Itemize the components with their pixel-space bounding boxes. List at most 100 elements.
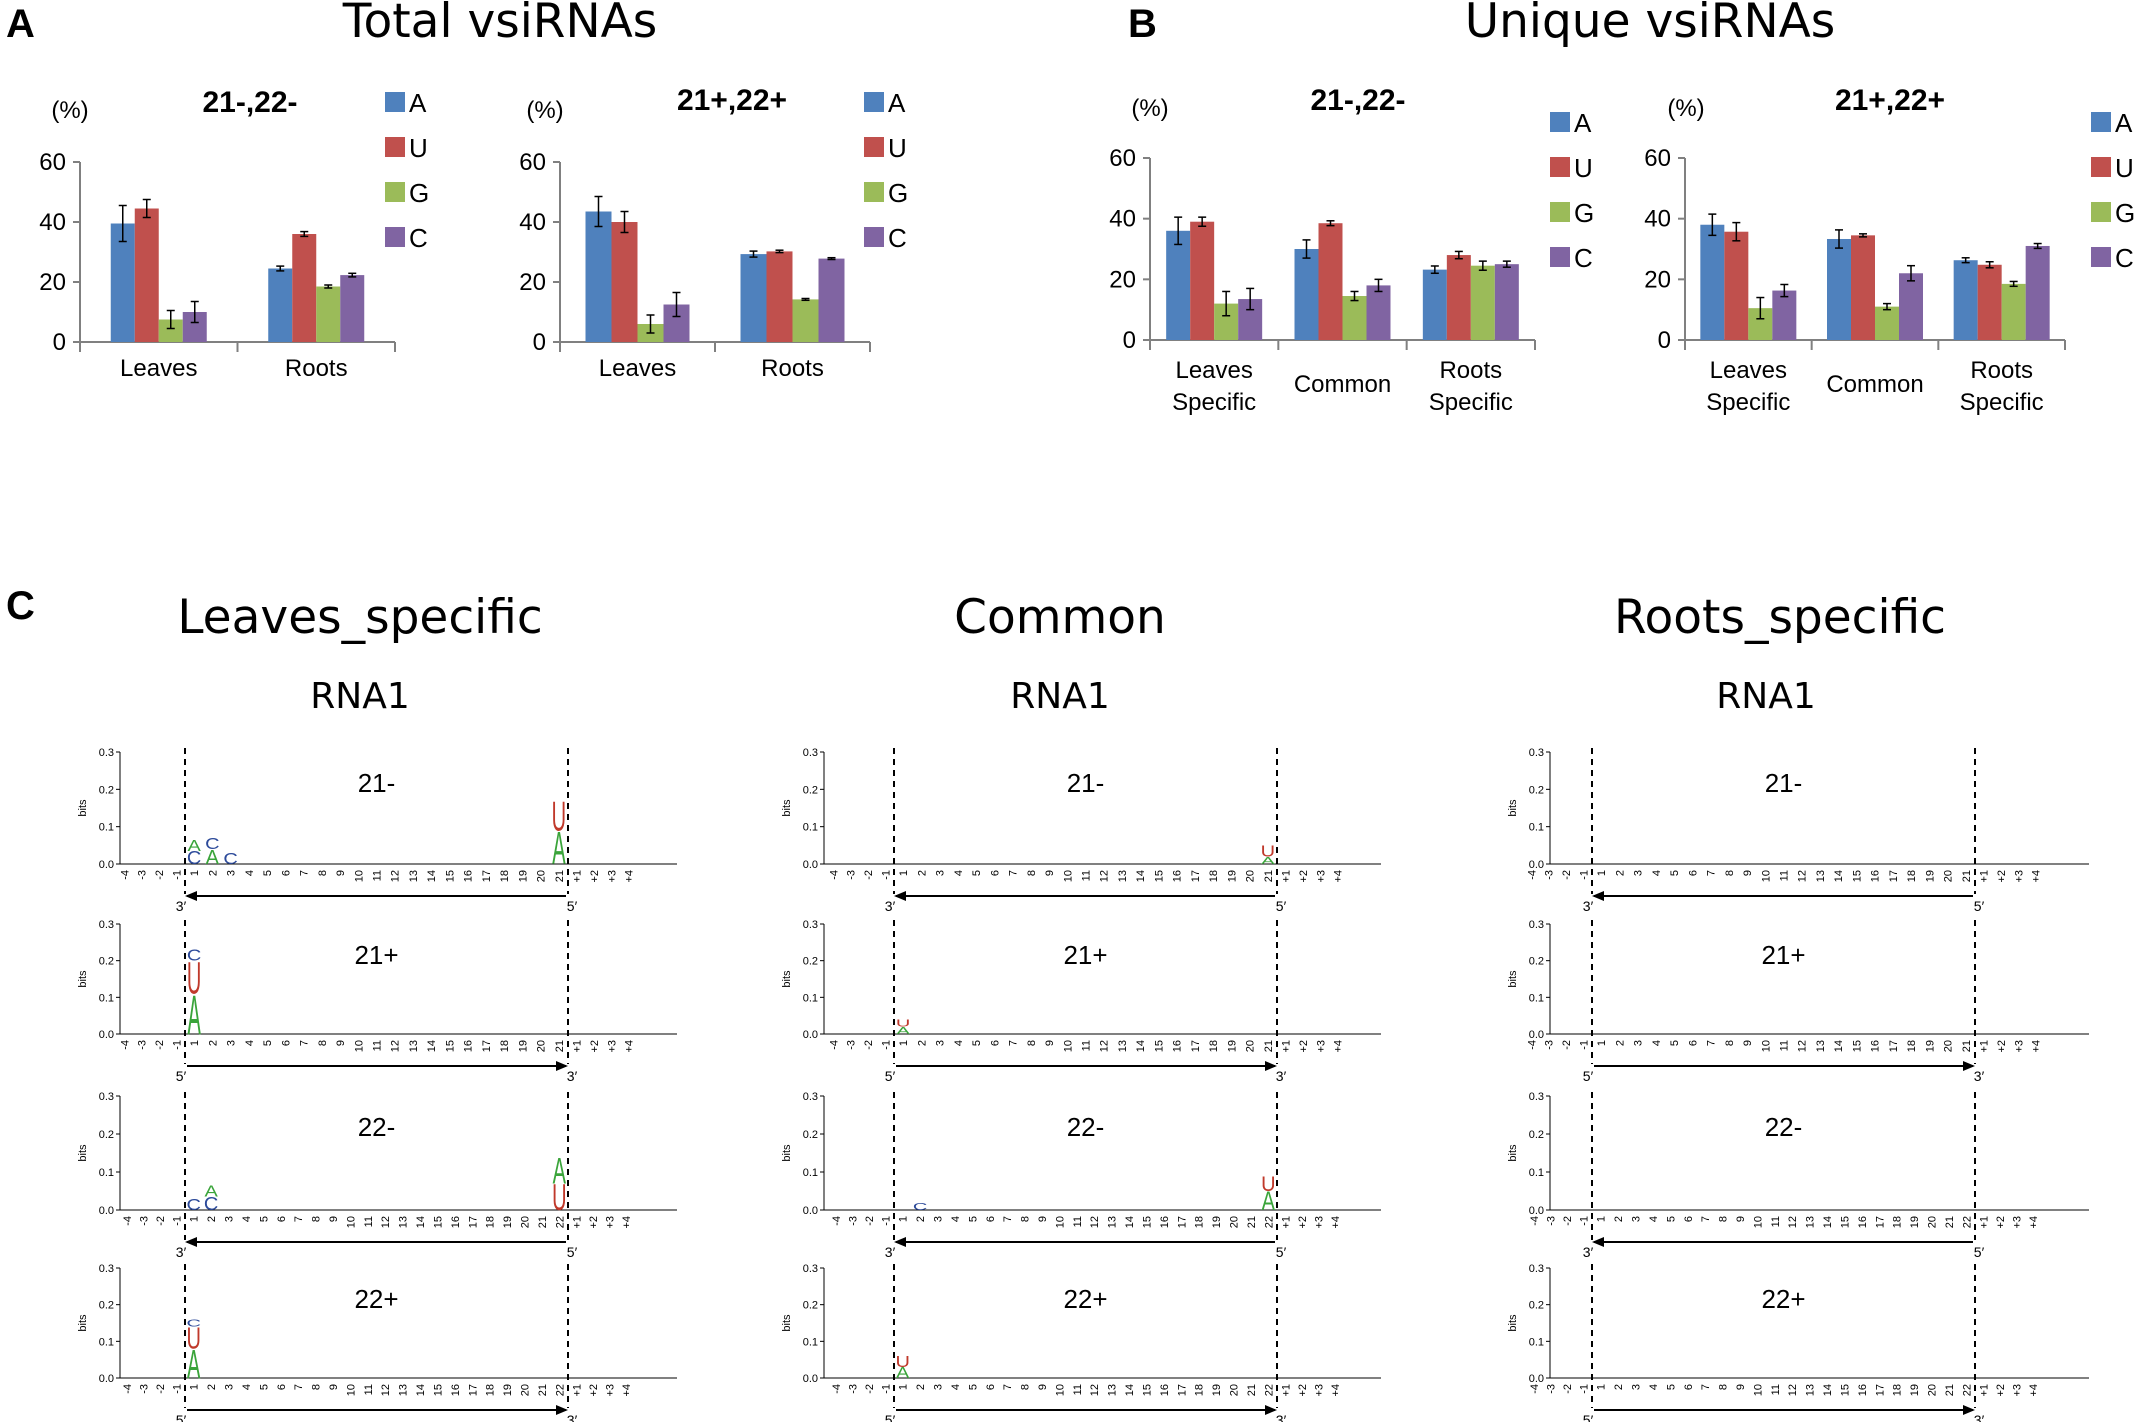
logo-letter-U: U	[1261, 843, 1275, 860]
logo-x-tick-label: 15	[1153, 1040, 1165, 1052]
logo-x-tick-label: 2	[206, 1216, 218, 1222]
logo-x-tick-label: 6	[989, 870, 1001, 876]
logo-y-axis-label: bits	[1507, 1314, 1519, 1332]
logo-x-tick-label: +1	[1280, 1216, 1292, 1229]
x-category-label: Specific	[1172, 389, 1256, 416]
logo-letter-U: U	[186, 1323, 200, 1356]
logo-y-tick-label: 0.0	[803, 1205, 818, 1217]
logo-x-tick-label: 12	[1797, 870, 1809, 882]
logo-letter-C: C	[223, 850, 238, 867]
logo-x-tick-label: +1	[572, 1040, 584, 1053]
logo-x-tick-label: 10	[1760, 870, 1772, 882]
logo-x-tick-label: 22	[554, 1384, 566, 1396]
legend-swatch-U	[1550, 157, 1570, 177]
legend-swatch-C	[385, 227, 405, 247]
logo-x-tick-label: 12	[380, 1384, 392, 1396]
y-tick-label: 20	[519, 269, 546, 296]
logo-x-tick-label: 5	[971, 1040, 983, 1046]
logo-x-tick-label: 17	[1190, 870, 1202, 882]
logo-x-tick-label: 3	[224, 1216, 236, 1222]
x-category-label: Leaves	[1710, 357, 1787, 384]
chart-title: 21+,22+	[1835, 84, 1945, 117]
logo-x-tick-label: +3	[1315, 870, 1327, 883]
logo-x-tick-label: +2	[588, 1384, 600, 1397]
bar-U	[1724, 231, 1749, 340]
logo-x-tick-label: 7	[1002, 1216, 1014, 1222]
logo-x-tick-label: 14	[1822, 1216, 1834, 1228]
logo-x-tick-label: -1	[881, 1216, 893, 1226]
logo-x-tick-label: 16	[1870, 1040, 1882, 1052]
logo-x-tick-label: 22	[1961, 1384, 1973, 1396]
logo-row-label: 22-	[1067, 1112, 1105, 1142]
logo-x-tick-label: 1	[898, 1384, 910, 1390]
logo-x-tick-label: 12	[390, 1040, 402, 1052]
logo-y-tick-label: 0.3	[803, 1263, 818, 1275]
legend-swatch-C	[864, 227, 884, 247]
logo-x-tick-label: 18	[1906, 870, 1918, 882]
logo-x-tick-label: -4	[1526, 1040, 1538, 1050]
bar-A	[1700, 224, 1725, 340]
logo-x-tick-label: 6	[276, 1216, 288, 1222]
legend-swatch-C	[1550, 247, 1570, 267]
logo-x-tick-label: -2	[155, 1384, 167, 1394]
legend-label-A: A	[888, 88, 906, 118]
logo-row-label: 22+	[354, 1284, 398, 1314]
legend-swatch-U	[385, 137, 405, 157]
logo-x-tick-label: 10	[1062, 870, 1074, 882]
panel-b-title: Unique vsiRNAs	[1464, 0, 1836, 49]
logo-x-tick-label: +3	[606, 1040, 618, 1053]
logo-x-tick-label: 7	[1706, 870, 1718, 876]
legend-swatch-U	[864, 137, 884, 157]
logo-x-tick-label: 14	[1833, 1040, 1845, 1052]
logo-x-tick-label: +4	[1333, 1040, 1345, 1053]
logo-row-label: 22-	[358, 1112, 396, 1142]
legend-label-G: G	[409, 178, 429, 208]
x-category-label: Leaves	[1175, 357, 1252, 384]
logo-x-tick-label: 16	[1159, 1384, 1171, 1396]
logo-x-tick-label: 8	[317, 1040, 329, 1046]
logo-x-tick-label: 13	[398, 1384, 410, 1396]
logo-x-tick-label: 7	[299, 1040, 311, 1046]
x-category-label: Roots	[285, 355, 348, 382]
bar-C	[340, 275, 365, 342]
logo-x-tick-label: 8	[1020, 1216, 1032, 1222]
logo-x-tick-label: 13	[1117, 870, 1129, 882]
logo-letter-C: C	[187, 947, 202, 964]
x-category-label: Roots	[1439, 357, 1502, 384]
logo-x-tick-label: +1	[1281, 870, 1293, 883]
logo-x-tick-label: 12	[390, 870, 402, 882]
logo-letter-A: A	[206, 847, 220, 869]
logo-x-tick-label: 10	[345, 1384, 357, 1396]
logo-x-tick-label: -2	[1562, 1216, 1574, 1226]
logo-x-tick-label: 9	[328, 1216, 340, 1222]
logo-col-title-leaves: Leaves_specific	[177, 590, 543, 645]
logo-arrow-end-right: 5′	[1276, 898, 1287, 914]
logo-x-tick-label: 15	[432, 1216, 444, 1228]
logo-y-axis-label: bits	[1507, 970, 1519, 988]
y-tick-label: 20	[1644, 266, 1671, 293]
bar-A	[1422, 269, 1447, 340]
logo-x-tick-label: 17	[481, 1040, 493, 1052]
logo-letter-A: A	[896, 1364, 909, 1381]
logo-x-tick-label: 2	[1613, 1216, 1625, 1222]
logo-x-tick-label: 18	[499, 870, 511, 882]
logo-x-tick-label: 1	[1596, 1040, 1608, 1046]
logo-x-tick-label: +3	[1313, 1384, 1325, 1397]
logo-x-tick-label: 3	[226, 870, 238, 876]
logo-x-tick-label: 9	[335, 1040, 347, 1046]
logo-letter-U: U	[895, 1353, 909, 1370]
logo-x-tick-label: -3	[848, 1216, 860, 1226]
logo-arrow-head	[185, 891, 197, 901]
logo-x-tick-label: -3	[846, 870, 858, 880]
logo-x-tick-label: 5	[1665, 1216, 1677, 1222]
legend-label-G: G	[2115, 198, 2135, 228]
y-tick-label: 0	[533, 329, 546, 356]
logo-arrow-head	[1265, 1405, 1277, 1415]
logo-x-tick-label: 18	[1194, 1384, 1206, 1396]
logo-y-axis-label: bits	[1507, 1144, 1519, 1162]
logo-x-tick-label: 3	[224, 1384, 236, 1390]
logo-x-tick-label: -3	[1544, 870, 1556, 880]
logo-x-tick-label: 11	[1081, 1040, 1093, 1051]
logo-x-tick-label: 20	[1926, 1216, 1938, 1228]
